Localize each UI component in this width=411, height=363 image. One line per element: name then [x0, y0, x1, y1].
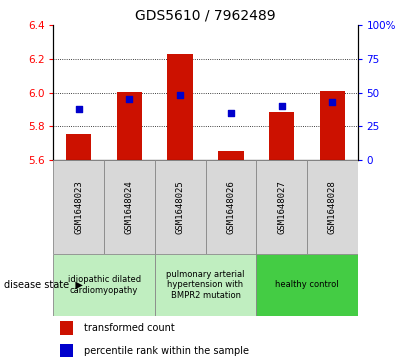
Title: GDS5610 / 7962489: GDS5610 / 7962489 — [135, 9, 276, 23]
Bar — [60, 344, 73, 357]
Bar — [60, 322, 73, 335]
Bar — [218, 151, 243, 160]
Point — [177, 92, 183, 98]
Text: disease state  ▶: disease state ▶ — [4, 280, 83, 290]
Bar — [155, 254, 256, 316]
Point — [76, 106, 82, 112]
Bar — [53, 160, 104, 254]
Point — [278, 103, 285, 109]
Bar — [319, 91, 345, 160]
Point — [228, 110, 234, 116]
Bar — [269, 113, 294, 160]
Text: transformed count: transformed count — [84, 323, 175, 333]
Bar — [307, 160, 358, 254]
Bar — [155, 160, 206, 254]
Text: GSM1648024: GSM1648024 — [125, 180, 134, 234]
Bar — [206, 160, 256, 254]
Bar — [117, 92, 142, 160]
Bar — [168, 54, 193, 160]
Text: GSM1648023: GSM1648023 — [74, 180, 83, 234]
Text: idiopathic dilated
cardiomyopathy: idiopathic dilated cardiomyopathy — [67, 275, 141, 295]
Bar — [256, 254, 358, 316]
Bar — [53, 254, 155, 316]
Text: GSM1648025: GSM1648025 — [175, 180, 185, 234]
Text: percentile rank within the sample: percentile rank within the sample — [84, 346, 249, 356]
Text: GSM1648026: GSM1648026 — [226, 180, 236, 234]
Bar — [256, 160, 307, 254]
Point — [329, 99, 335, 105]
Text: GSM1648027: GSM1648027 — [277, 180, 286, 234]
Bar — [104, 160, 155, 254]
Point — [126, 97, 133, 102]
Text: healthy control: healthy control — [275, 281, 339, 289]
Text: GSM1648028: GSM1648028 — [328, 180, 337, 234]
Bar — [66, 134, 91, 160]
Text: pulmonary arterial
hypertension with
BMPR2 mutation: pulmonary arterial hypertension with BMP… — [166, 270, 245, 300]
